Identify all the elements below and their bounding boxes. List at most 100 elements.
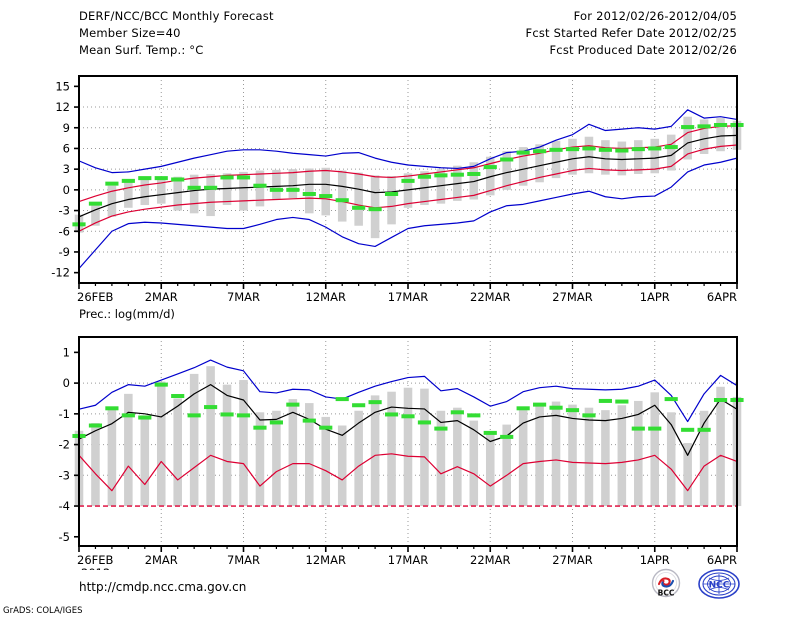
temperature-chart: 15 12 9 6 3 0 -3 -6 -9 -12 26FEB 2MAR 7MAR 12MAR 17MAR…	[0, 64, 800, 304]
ncc-logo: NCC	[698, 569, 740, 599]
spread-bar	[551, 401, 561, 507]
spread-bar	[568, 404, 577, 507]
observation-dash	[582, 146, 596, 151]
observation-dash	[138, 176, 152, 181]
observation-dash	[401, 178, 415, 183]
spread-bar	[601, 140, 610, 175]
x-axis: 26FEB 2MAR 7MAR 12MAR 17MAR 22MAR 27MAR 1APR 6AP…	[77, 283, 738, 304]
series-line	[78, 109, 738, 174]
spread-bar	[173, 176, 182, 211]
observation-dash	[648, 146, 662, 151]
x-axis-year: 2012	[81, 566, 110, 570]
observation-dash	[154, 176, 168, 181]
observation-dash	[417, 174, 432, 179]
x-tick-label: 26FEB	[77, 290, 114, 304]
observation-dash	[368, 207, 382, 212]
source-url[interactable]: http://cmdp.ncc.cma.gov.cn	[79, 580, 247, 594]
spread-bar	[485, 156, 495, 196]
spread-bar	[305, 168, 314, 214]
spread-bar	[420, 388, 429, 507]
observation-dash	[697, 427, 711, 432]
spread-bar	[535, 405, 544, 507]
observation-dash	[105, 181, 119, 186]
y-tick-label: -6	[59, 224, 70, 238]
observation-dash	[187, 185, 201, 190]
observation-dash	[236, 175, 251, 180]
observation-dash	[483, 165, 497, 170]
spread-bar	[535, 144, 544, 183]
x-tick-label: 17MAR	[388, 553, 428, 567]
spread-bar	[288, 169, 298, 199]
observation-dash	[631, 147, 645, 152]
spread-bar	[485, 432, 495, 507]
observation-dash	[631, 426, 645, 431]
spread-bar	[699, 119, 709, 154]
observation-dash	[664, 145, 678, 150]
y-tick-label: 15	[55, 79, 70, 93]
observation-dash	[384, 412, 399, 417]
observation-dash	[253, 425, 267, 430]
y-tick-label: 6	[63, 141, 70, 155]
spread-bar	[124, 393, 133, 507]
y-tick-label: 9	[63, 121, 70, 135]
spread-bar	[551, 140, 561, 179]
spread-bar	[354, 410, 363, 507]
spread-bar	[337, 425, 347, 507]
spread-bar	[716, 118, 725, 152]
observation-dash	[220, 175, 234, 180]
spread-bar	[716, 386, 725, 507]
x-tick-label: 6APR	[707, 290, 737, 304]
title-temp-units: Mean Surf. Temp.: °C	[79, 43, 204, 57]
series-group	[78, 109, 738, 269]
spread-bar	[239, 380, 248, 507]
x-tick-label: 2MAR	[145, 553, 178, 567]
series-line	[78, 144, 738, 232]
svg-text:NCC: NCC	[709, 581, 730, 591]
y-tick-label: -9	[59, 245, 70, 259]
spread-bar	[568, 138, 577, 175]
observation-dash	[417, 420, 432, 425]
spread-bar	[107, 407, 117, 507]
spread-bar	[650, 392, 660, 507]
spread-bar	[403, 387, 413, 507]
x-tick-label: 2MAR	[145, 290, 178, 304]
observation-dash	[615, 399, 629, 404]
observation-dash	[286, 187, 300, 192]
x-tick-label: 7MAR	[227, 553, 260, 567]
spread-bar	[469, 162, 479, 200]
spread-bar	[666, 412, 676, 507]
observation-dash	[648, 426, 662, 431]
observation-dash	[105, 406, 119, 411]
observation-dash	[352, 403, 366, 408]
observation-dash	[664, 397, 678, 402]
y-tick-label: -2	[59, 438, 70, 452]
x-tick-label: 22MAR	[470, 553, 510, 567]
spread-bar	[387, 176, 396, 225]
observation-dash	[154, 382, 168, 387]
series-line	[78, 134, 738, 218]
observation-dash	[565, 147, 580, 152]
observation-dash	[352, 205, 366, 210]
observation-dash	[598, 147, 612, 152]
observation-dash	[549, 147, 563, 152]
spread-bar	[189, 373, 199, 507]
spread-bar	[107, 185, 117, 217]
observation-dash	[434, 426, 448, 431]
x-axis-year: 2012	[81, 303, 110, 304]
observation-dash	[384, 191, 399, 196]
spread-bar	[403, 173, 413, 208]
observation-dash	[450, 172, 464, 177]
x-tick-label: 27MAR	[552, 290, 592, 304]
y-tick-label: 0	[63, 376, 70, 390]
observation-dash	[286, 402, 300, 407]
x-tick-label: 17MAR	[388, 290, 428, 304]
observation-dash	[549, 405, 563, 410]
observation-dash	[500, 434, 514, 439]
spread-bar	[387, 391, 396, 507]
observation-dash	[204, 405, 218, 410]
spread-bar	[288, 399, 298, 507]
observation-dash	[88, 423, 103, 428]
spread-bar	[370, 175, 380, 239]
observation-dash	[269, 187, 283, 192]
series-line	[78, 157, 738, 269]
